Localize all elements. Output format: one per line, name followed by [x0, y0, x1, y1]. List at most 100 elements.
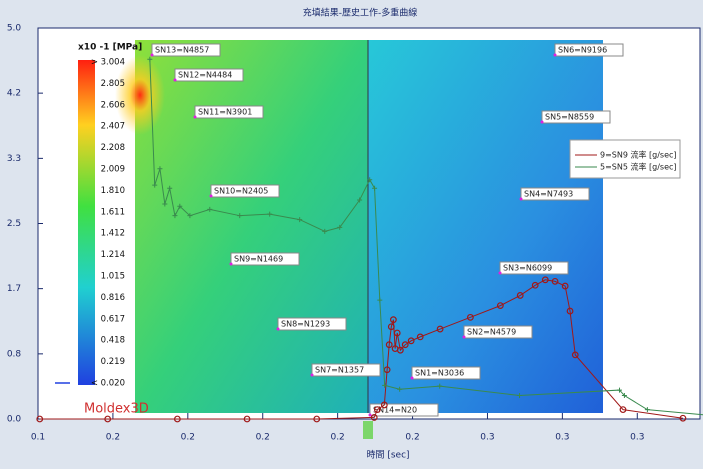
node-dot — [276, 327, 280, 331]
colorbar-label: 1.611 — [101, 207, 125, 217]
colorbar-label: 1.015 — [101, 272, 125, 282]
x-axis-label: 時間 [sec] — [366, 450, 409, 461]
point — [36, 415, 44, 423]
mesh-left — [135, 40, 368, 413]
y-tick-label: 3.3 — [7, 154, 21, 164]
y-tick-label: 4.2 — [7, 89, 21, 99]
colorbar-label: 2.208 — [101, 143, 125, 153]
annotation-box — [151, 43, 221, 57]
legend-label: 9=SN9 流率 [g/sec] — [600, 150, 677, 160]
x-tick-label: 0.3 — [480, 433, 494, 443]
annotation: SN7=N1357 — [315, 366, 364, 375]
series-line — [149, 59, 703, 416]
point — [152, 182, 158, 188]
annotation: SN12=N4484 — [178, 71, 232, 80]
mesh-right — [368, 40, 603, 413]
annotation: SN6=N9196 — [558, 46, 607, 55]
colorbar-label: > 3.004 — [91, 58, 125, 68]
brand: Moldex3D — [84, 402, 149, 417]
point — [617, 387, 623, 393]
x-tick-label: 0.3 — [630, 433, 644, 443]
node-dot — [368, 413, 372, 417]
colorbar-label: 2.407 — [101, 122, 125, 132]
point — [380, 401, 388, 409]
annotation: SN13=N4857 — [155, 46, 209, 55]
point — [313, 415, 321, 423]
point — [401, 341, 409, 349]
annotation-box — [520, 187, 590, 201]
point — [396, 346, 404, 354]
point — [207, 206, 213, 212]
node-dot — [150, 53, 154, 57]
colorbar-label: 2.606 — [101, 100, 125, 110]
point — [644, 407, 650, 413]
point — [397, 386, 403, 392]
legend — [569, 139, 681, 179]
point — [187, 213, 193, 219]
legend-label: 5=SN5 流率 [g/sec] — [600, 162, 677, 172]
annotation-box — [541, 110, 611, 124]
x-tick-label: 0.2 — [405, 433, 419, 443]
colorbar-label: 0.816 — [101, 293, 125, 303]
point — [104, 415, 112, 423]
colorbar-label: 2.805 — [101, 79, 125, 89]
annotation-box — [311, 363, 381, 377]
node-dot — [519, 197, 523, 201]
series-line — [39, 279, 683, 420]
point — [243, 415, 251, 423]
colorbar-label: 1.412 — [101, 229, 125, 239]
colorbar-label: 2.009 — [101, 165, 125, 175]
annotation: SN11=N3901 — [198, 108, 252, 117]
point — [621, 393, 627, 399]
annotation-box — [554, 43, 624, 57]
colorbar-label: 1.214 — [101, 250, 125, 260]
node-dot — [229, 262, 233, 266]
y-tick-label: 2.5 — [7, 219, 21, 229]
colorbar-label: 1.810 — [101, 186, 125, 196]
node-dot — [173, 78, 177, 82]
x-tick-label: 0.1 — [31, 433, 45, 443]
point — [416, 333, 424, 341]
point — [393, 329, 401, 337]
colorbar-label: 0.418 — [101, 336, 125, 346]
annotation-box — [194, 105, 264, 119]
point — [516, 292, 524, 299]
annotation: SN3=N6099 — [503, 264, 552, 273]
annotation-box — [210, 184, 280, 198]
point — [561, 282, 569, 290]
point — [466, 313, 474, 321]
colorbar-label: 0.219 — [101, 357, 125, 367]
point — [387, 323, 395, 331]
point — [147, 56, 153, 62]
annotation-box — [499, 261, 569, 275]
annotation: SN9=N1469 — [234, 255, 283, 264]
annotation-box — [174, 68, 244, 82]
point — [571, 351, 579, 359]
point — [173, 415, 181, 423]
node-dot — [540, 120, 544, 124]
point — [437, 383, 443, 389]
y-tick-label: 1.7 — [7, 284, 21, 294]
point — [551, 277, 559, 285]
colorbar-label: 0.617 — [101, 314, 125, 324]
point — [162, 201, 168, 207]
annotation: SN5=N8559 — [545, 113, 594, 122]
node-dot — [310, 373, 314, 377]
point — [177, 203, 183, 209]
annotation: SN10=N2405 — [214, 187, 268, 196]
point — [157, 166, 163, 172]
point — [237, 213, 243, 219]
x-tick-label: 0.2 — [256, 433, 270, 443]
point — [531, 281, 539, 289]
chart-title: 充填結果-歷史工作-多重曲線 — [303, 7, 418, 19]
y-tick-label: 0.8 — [7, 349, 22, 359]
point — [407, 337, 415, 345]
point — [517, 393, 523, 399]
point — [372, 185, 378, 191]
point — [367, 177, 373, 183]
point — [267, 211, 273, 217]
x-tick-label: 0.3 — [555, 433, 569, 443]
point — [436, 325, 444, 333]
annotation-box — [463, 325, 533, 339]
point — [373, 406, 381, 414]
